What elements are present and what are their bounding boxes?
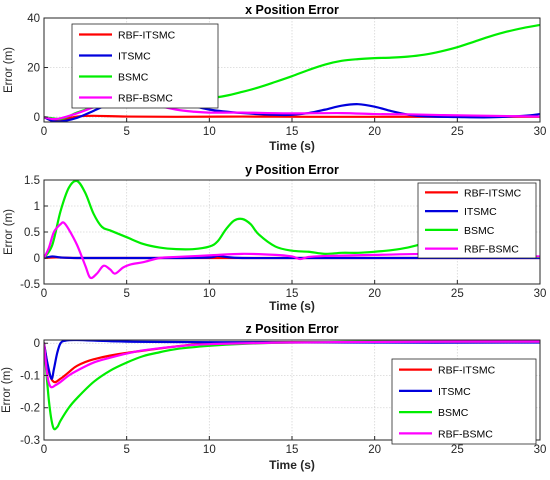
y-tick-label: -0.1: [20, 370, 40, 382]
y-tick-label: 40: [27, 13, 40, 25]
subplot-3: 0 5 10 15 20 25 30 -0.3 -0.2 -0.1 0 z Position Erro…: [1, 322, 546, 472]
y-tick-label: 1.5: [24, 175, 40, 187]
legend-box: [417, 182, 537, 259]
x-axis-label: Time (s): [269, 299, 315, 313]
y-tick-label: 0: [34, 338, 40, 350]
y-tick-label: 0: [34, 112, 40, 124]
legend-label: ITSMC: [438, 386, 471, 398]
legend-box: [391, 358, 537, 445]
legend-label: BSMC: [464, 225, 495, 237]
x-axis-label: Time (s): [269, 458, 315, 472]
subplot-1: 0 5 10 15 20 25 30 0 20 40 x Position Error Time (s…: [3, 3, 546, 153]
legend-label: RBF-ITSMC: [118, 30, 176, 42]
legend: RBF-ITSMC ITSMC BSMC RBF-BSMC: [71, 23, 219, 109]
x-tick-label: 15: [286, 444, 299, 456]
x-axis-label: Time (s): [269, 139, 315, 153]
legend-label: BSMC: [118, 72, 149, 84]
legend-label: RBF-BSMC: [438, 428, 493, 440]
legend-label: BSMC: [438, 407, 469, 419]
y-tick-label: 0: [34, 253, 40, 265]
y-axis-label: Error (m): [3, 47, 15, 93]
x-tick-label: 0: [41, 126, 47, 138]
x-tick-label: 25: [451, 444, 464, 456]
y-tick-label: -0.3: [20, 435, 40, 447]
x-tick-label: 30: [534, 126, 547, 138]
series-line-rbf-bsmc: [44, 221, 540, 280]
y-tick-label: 0.5: [24, 227, 40, 239]
x-tick-label: 0: [41, 288, 47, 300]
x-tick-label: 5: [123, 126, 129, 138]
chart-title: z Position Error: [245, 322, 338, 336]
x-tick-label: 15: [286, 126, 299, 138]
legend: RBF-ITSMC ITSMC BSMC RBF-BSMC: [391, 358, 537, 445]
series-line-rbf-bsmc: [44, 340, 540, 389]
y-tick-label: -0.5: [20, 279, 40, 291]
x-tick-label: 25: [451, 288, 464, 300]
legend-label: ITSMC: [118, 51, 151, 63]
x-tick-label: 25: [451, 126, 464, 138]
legend: RBF-ITSMC ITSMC BSMC RBF-BSMC: [417, 182, 537, 259]
legend-box: [71, 23, 219, 109]
chart-title: y Position Error: [245, 163, 339, 177]
legend-label: ITSMC: [464, 206, 497, 218]
x-tick-label: 20: [368, 126, 381, 138]
x-tick-label: 30: [534, 288, 547, 300]
legend-label: RBF-BSMC: [464, 244, 519, 256]
x-tick-label: 20: [368, 288, 381, 300]
x-tick-label: 10: [203, 444, 216, 456]
x-tick-label: 5: [123, 288, 129, 300]
y-tick-label: -0.2: [20, 403, 40, 415]
chart-title: x Position Error: [245, 3, 339, 17]
x-tick-label: 0: [41, 444, 47, 456]
x-tick-label: 10: [203, 126, 216, 138]
y-tick-label: 20: [27, 63, 40, 75]
x-tick-label: 10: [203, 288, 216, 300]
y-axis-label: Error (m): [3, 209, 15, 255]
legend-label: RBF-ITSMC: [438, 365, 496, 377]
x-tick-label: 5: [123, 444, 129, 456]
x-tick-label: 20: [368, 444, 381, 456]
y-axis-label: Error (m): [1, 367, 13, 413]
legend-label: RBF-BSMC: [118, 93, 173, 105]
series-line-rbf-bsmc: [44, 96, 540, 121]
y-tick-label: 1: [34, 201, 40, 213]
x-tick-label: 30: [534, 444, 547, 456]
legend-label: RBF-ITSMC: [464, 187, 522, 199]
x-tick-label: 15: [286, 288, 299, 300]
subplot-2: 0 5 10 15 20 25 30-0.500.511.5y Position Error…: [3, 163, 546, 313]
